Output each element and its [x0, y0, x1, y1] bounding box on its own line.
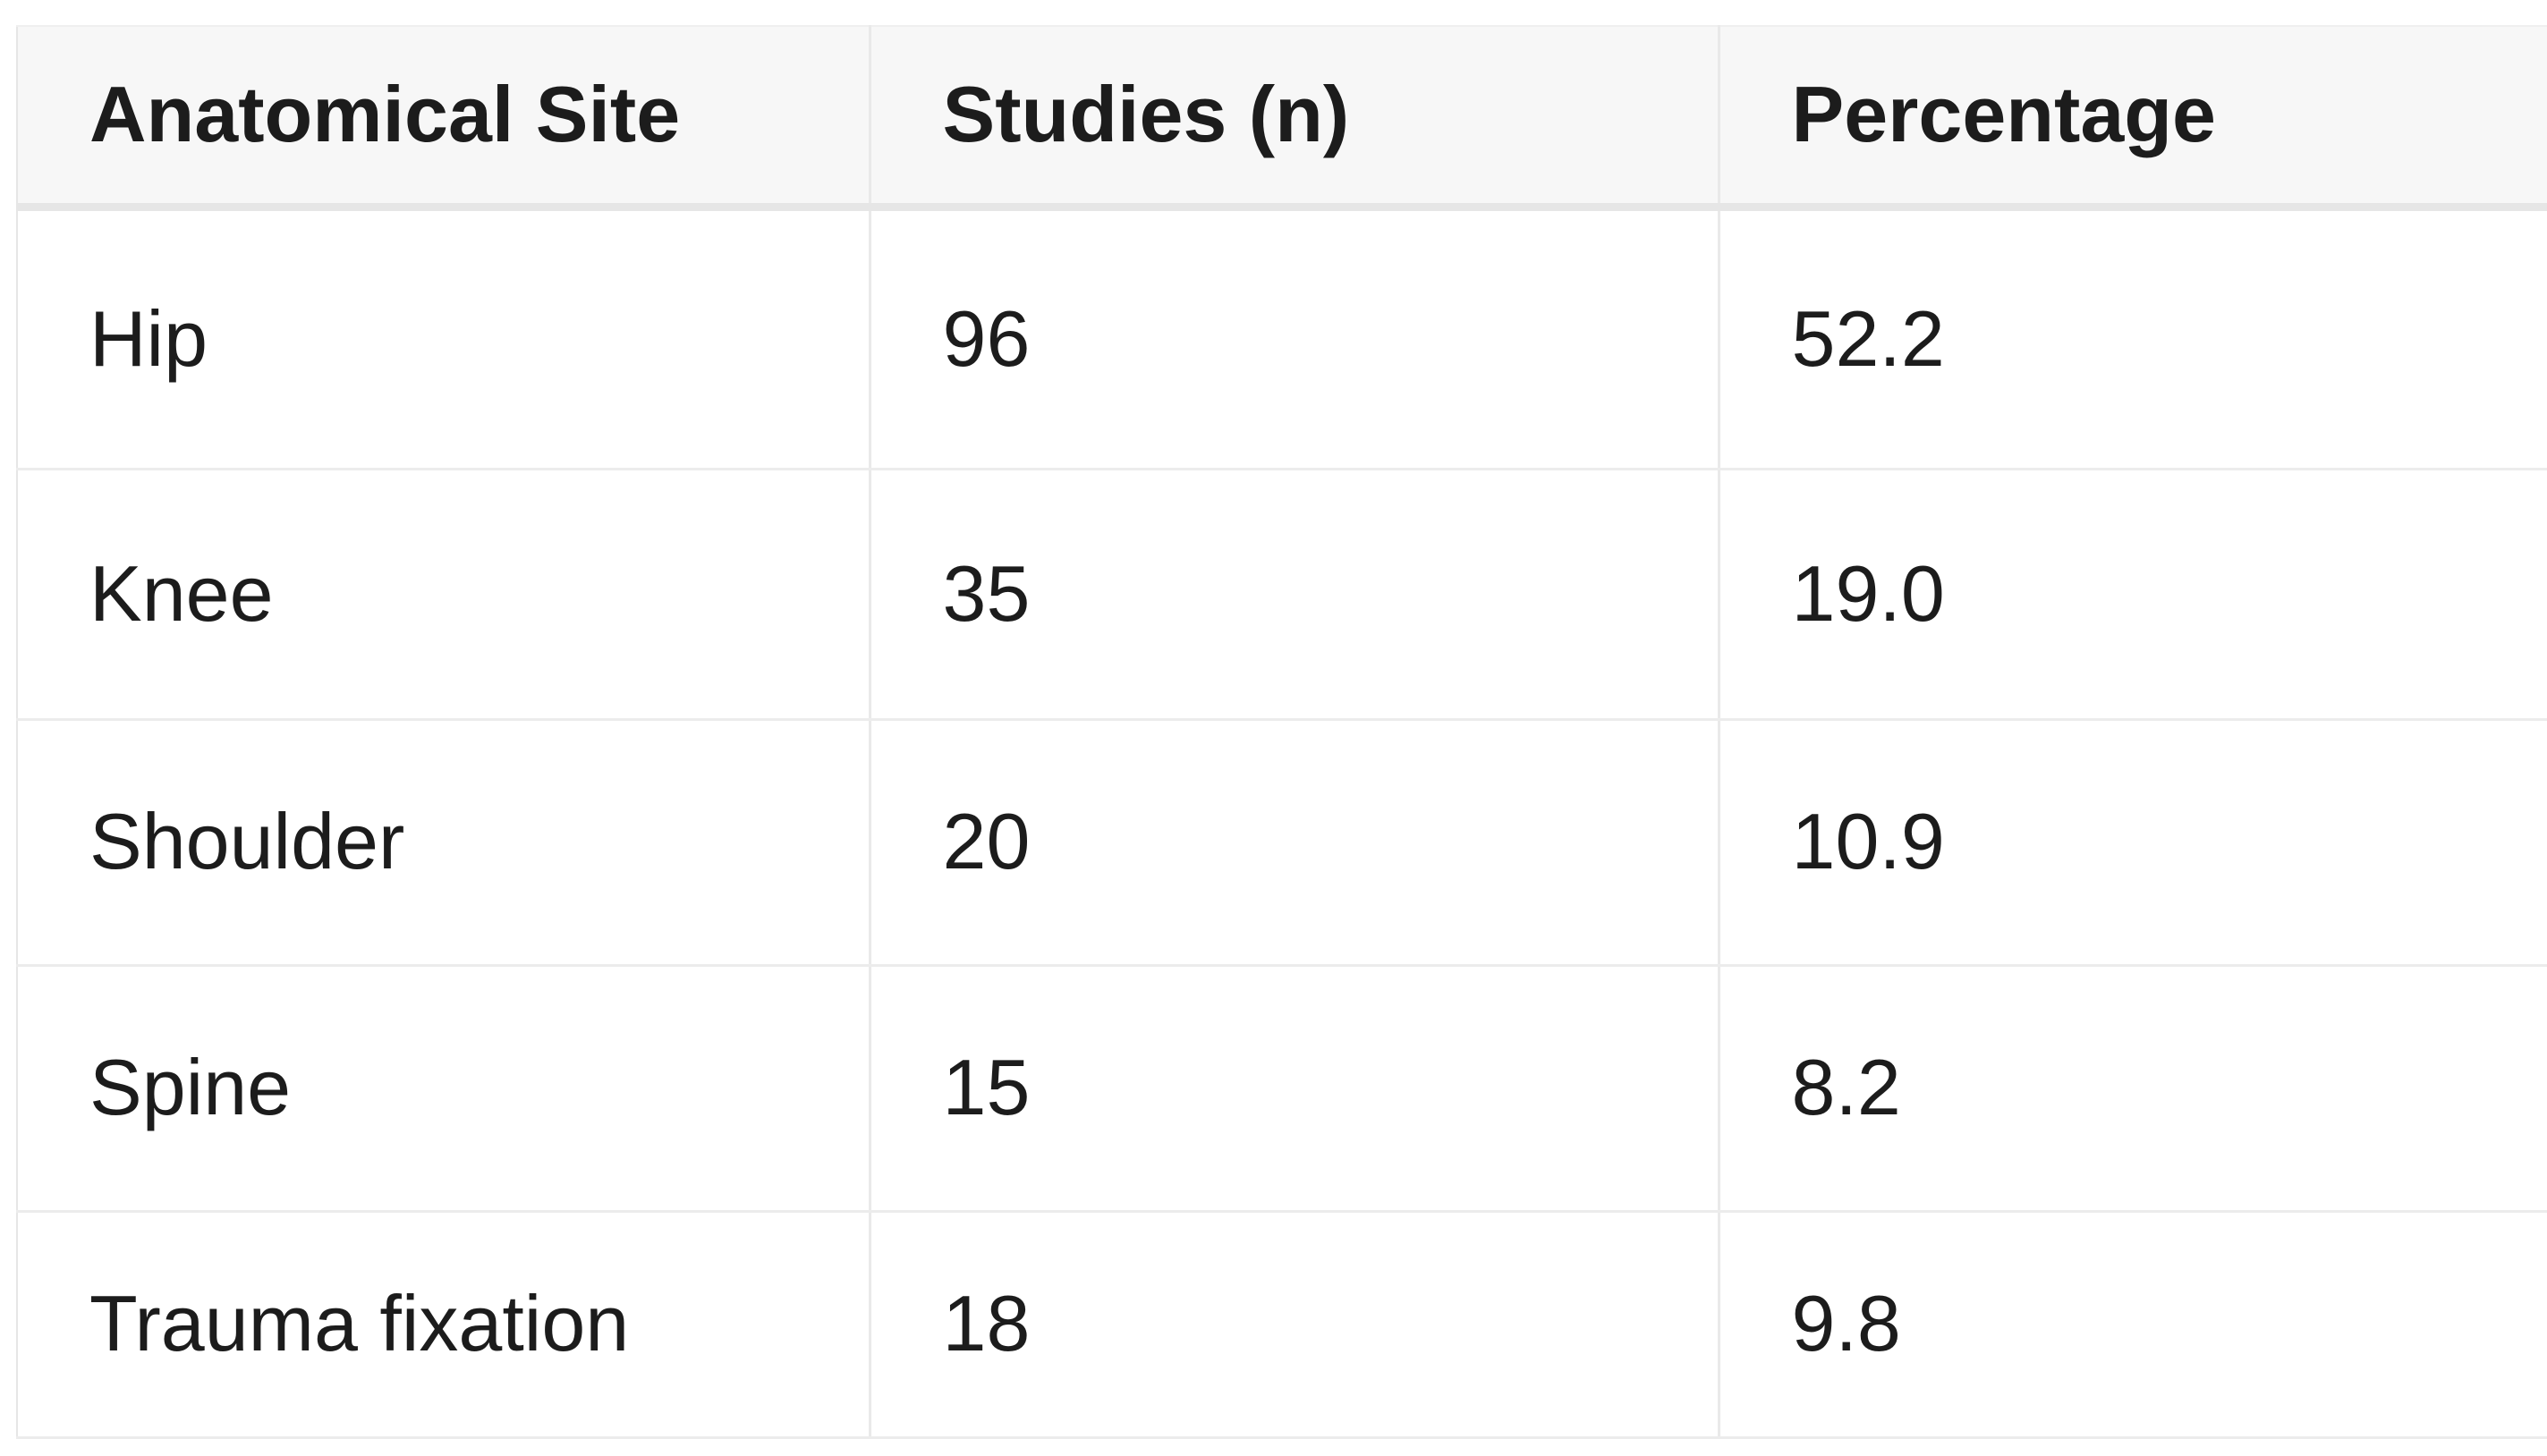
cell-site: Spine — [17, 965, 871, 1213]
cell-studies: 96 — [870, 207, 1720, 470]
header-cell-anatomical-site: Anatomical Site — [17, 26, 871, 211]
anatomical-sites-table: Anatomical Site Studies (n) Percentage H… — [16, 25, 2547, 1439]
table-row-trauma-fixation: Trauma fixation 18 9.8 — [17, 1211, 2547, 1439]
cell-site: Trauma fixation — [17, 1211, 871, 1439]
cell-percentage: 9.8 — [1719, 1211, 2547, 1439]
cell-studies: 20 — [870, 719, 1720, 967]
cell-percentage: 8.2 — [1719, 965, 2547, 1213]
table-row-hip: Hip 96 52.2 — [17, 207, 2547, 470]
header-cell-studies-n: Studies (n) — [870, 26, 1720, 211]
cell-percentage: 19.0 — [1719, 469, 2547, 721]
header-cell-percentage: Percentage — [1719, 26, 2547, 211]
cell-site: Shoulder — [17, 719, 871, 967]
cell-studies: 18 — [870, 1211, 1720, 1439]
table-header-row: Anatomical Site Studies (n) Percentage — [17, 26, 2547, 211]
cell-site: Knee — [17, 469, 871, 721]
table-body: Hip 96 52.2 Knee 35 19.0 Shoulder 20 10.… — [17, 207, 2547, 1439]
cell-studies: 35 — [870, 469, 1720, 721]
cell-site: Hip — [17, 207, 871, 470]
table-row-shoulder: Shoulder 20 10.9 — [17, 719, 2547, 967]
table-row-knee: Knee 35 19.0 — [17, 469, 2547, 721]
cell-percentage: 10.9 — [1719, 719, 2547, 967]
cell-studies: 15 — [870, 965, 1720, 1213]
cell-percentage: 52.2 — [1719, 207, 2547, 470]
table-row-spine: Spine 15 8.2 — [17, 965, 2547, 1213]
